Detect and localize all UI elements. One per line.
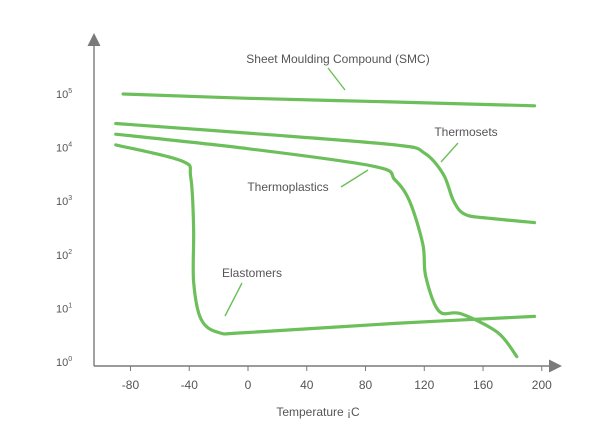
annotation-elastomers: Elastomers: [222, 266, 282, 280]
x-axis-arrow-icon: [549, 359, 562, 373]
annotation-leaders: [224, 67, 459, 317]
leader-thermoplastics: [340, 169, 369, 188]
y-axis-ticks: 100 101 102 103 104 105: [56, 88, 72, 369]
leader-smc: [327, 67, 346, 91]
x-axis-label: Temperature ¡C: [276, 405, 360, 419]
series-elastomers: [114, 143, 537, 336]
leader-elastomers: [224, 282, 243, 317]
series-thermosets: [114, 121, 537, 225]
y-tick-label: 100: [56, 356, 72, 369]
y-tick-label: 105: [56, 88, 72, 101]
x-tick-label: -80: [122, 378, 140, 392]
annotation-thermosets: Thermosets: [434, 125, 497, 139]
x-tick-label: 120: [414, 378, 434, 392]
series-smc: [121, 92, 537, 108]
series-thermoplastics: [114, 132, 519, 359]
x-tick-label: 160: [473, 378, 493, 392]
y-tick-label: 101: [56, 302, 72, 315]
x-tick-label: -40: [181, 378, 199, 392]
annotation-smc: Sheet Moulding Compound (SMC): [246, 52, 429, 66]
y-tick-label: 102: [56, 249, 72, 262]
x-axis-ticks: -80 -40 0 40 80 120 160 200: [122, 366, 552, 392]
y-tick-label: 103: [56, 195, 72, 208]
x-tick-label: 40: [300, 378, 314, 392]
x-tick-label: 80: [359, 378, 373, 392]
y-axis-arrow-icon: [87, 33, 101, 46]
x-tick-label: 200: [532, 378, 552, 392]
annotation-thermoplastics: Thermoplastics: [247, 180, 328, 194]
x-tick-label: 0: [245, 378, 252, 392]
series-curves: [114, 92, 537, 359]
leader-thermosets: [440, 142, 459, 163]
y-tick-label: 104: [56, 142, 72, 155]
